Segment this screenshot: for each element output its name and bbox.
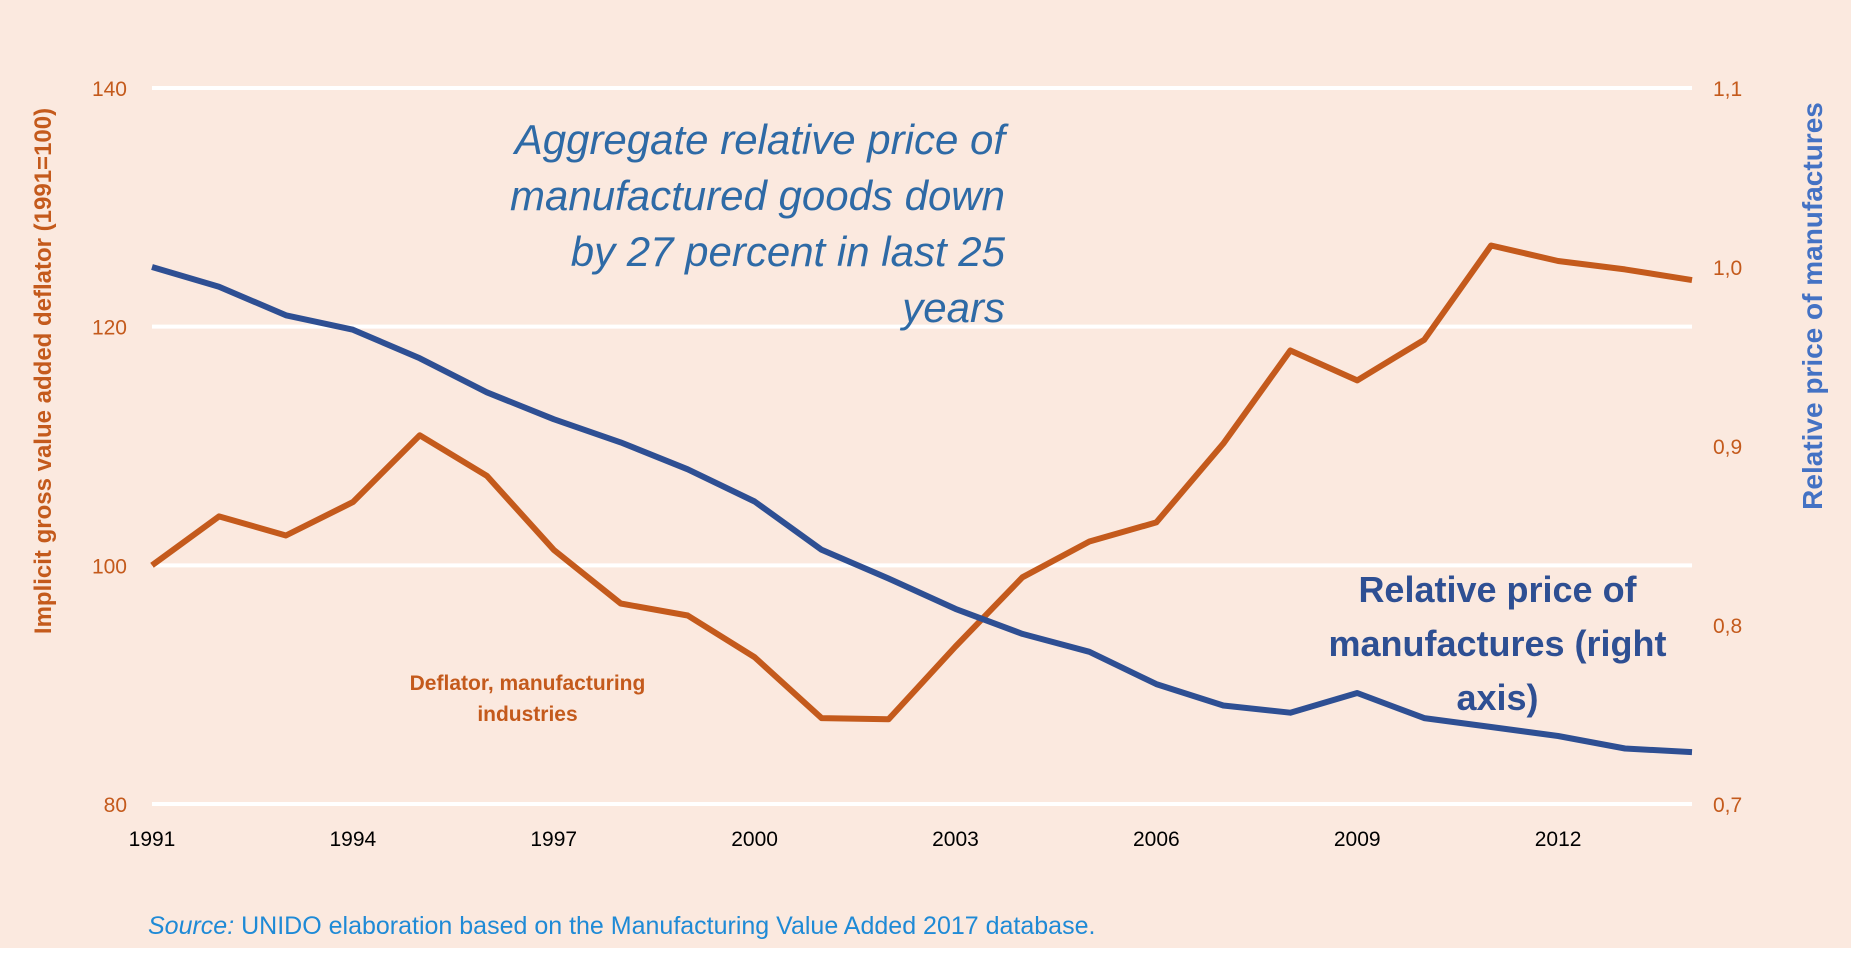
relative-price-series-line — [151, 264, 1693, 756]
series-label-relative-price: Relative price of manufactures (right ax… — [1328, 569, 1667, 718]
left-tick-label: 140 — [92, 78, 127, 101]
left-axis-label: Implicit gross value added deflator (199… — [30, 108, 57, 634]
right-axis-label: Relative price of manufactures — [1797, 102, 1828, 510]
right-tick-label: 0,9 — [1713, 436, 1742, 459]
x-tick-label: 2012 — [1535, 828, 1582, 851]
series-label-deflator: Deflator, manufacturing industries — [409, 672, 646, 726]
left-tick-label: 120 — [92, 317, 127, 340]
left-tick-label: 80 — [104, 794, 127, 817]
x-tick-label: 2000 — [731, 828, 778, 851]
right-tick-label: 0,8 — [1713, 615, 1742, 638]
x-tick-label: 2003 — [932, 828, 979, 851]
left-axis-ticks: 80 100 120 140 — [92, 78, 127, 817]
source-text: UNIDO elaboration based on the Manufactu… — [234, 912, 1096, 940]
x-tick-label: 2006 — [1133, 828, 1180, 851]
x-tick-label: 1997 — [530, 828, 577, 851]
x-tick-label: 1994 — [330, 828, 377, 851]
right-tick-label: 1,0 — [1713, 257, 1742, 280]
deflator-series-line — [150, 242, 1693, 723]
left-tick-label: 100 — [92, 555, 127, 578]
source-prefix: Source: — [148, 912, 235, 940]
source-note: Source: UNIDO elaboration based on the M… — [148, 912, 1095, 941]
x-axis-ticks: 1991 1994 1997 2000 2003 2006 2009 2012 — [129, 828, 1582, 851]
chart-annotation: Aggregate relative price of manufactured… — [510, 116, 1005, 331]
x-tick-label: 1991 — [129, 828, 176, 851]
x-tick-label: 2009 — [1334, 828, 1381, 851]
series-lines — [150, 242, 1693, 756]
right-tick-label: 1,1 — [1713, 78, 1742, 101]
right-tick-label: 0,7 — [1713, 794, 1742, 817]
right-axis-ticks: 0,7 0,8 0,9 1,0 1,1 — [1713, 78, 1742, 817]
gridlines — [152, 86, 1692, 806]
